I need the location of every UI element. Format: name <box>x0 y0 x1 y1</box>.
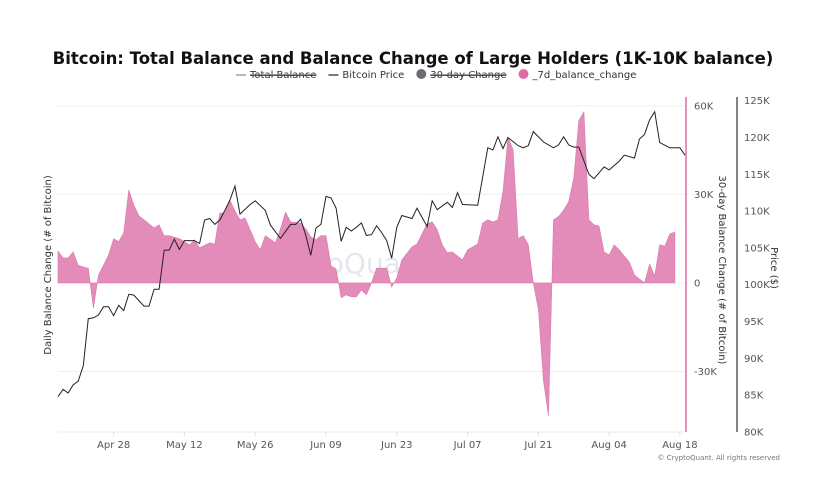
chart-title: Bitcoin: Total Balance and Balance Chang… <box>53 49 774 68</box>
legend-label: Total Balance <box>249 70 316 81</box>
right-axis-1-tick-label: 60K <box>694 101 714 112</box>
left-axis-label: Daily Balance Change (# of Bitcoin) <box>43 175 54 355</box>
right-axis-2-tick-label: 125K <box>744 96 770 107</box>
x-tick-label: Jun 09 <box>309 440 342 451</box>
right-axis-1-label: 30-day Balance Change (# of Bitcoin) <box>716 176 727 365</box>
right-axis-2-tick-label: 100K <box>744 280 770 291</box>
legend-item-3: _7d_balance_change <box>518 69 637 81</box>
plot-area <box>57 110 686 416</box>
right-axis-2-tick-label: 120K <box>744 133 770 144</box>
right-axis-2-label: Price ($) <box>768 247 779 289</box>
copyright: © CryptoQuant. All rights reserved <box>658 454 780 462</box>
x-tick-label: May 26 <box>237 440 274 451</box>
x-tick-label: Jul 21 <box>523 440 552 451</box>
x-tick-label: Aug 04 <box>591 440 626 451</box>
series-line-bitcoin-price <box>57 110 686 397</box>
legend-item-2: 30-day Change <box>416 69 507 81</box>
x-tick-label: Jul 07 <box>453 440 482 451</box>
right-axis-1-tick-label: 30K <box>694 190 714 201</box>
right-axis-1-tick-label: -30K <box>694 367 717 378</box>
right-axis-2-tick-label: 90K <box>744 354 764 365</box>
right-axis-2-tick-label: 95K <box>744 317 764 328</box>
legend-dot-icon <box>416 69 427 79</box>
right-axis-2-tick-label: 105K <box>744 243 770 254</box>
series-area-7d-balance-change <box>57 110 676 416</box>
right-axis-2-tick-label: 115K <box>744 170 770 181</box>
legend-dot-icon <box>518 69 529 79</box>
legend-label: _7d_balance_change <box>532 70 637 81</box>
x-tick-label: Jun 23 <box>380 440 413 451</box>
legend-item-1: Bitcoin Price <box>328 70 404 81</box>
x-tick-label: Aug 18 <box>662 440 697 451</box>
right-axis-1-tick-label: 0 <box>694 278 700 289</box>
right-axis-2-tick-label: 110K <box>744 207 770 218</box>
axes: Apr 28 May 12 May 26 Jun 09 Jun 23 Jul 07 Jul … <box>58 96 770 451</box>
x-tick-label: Apr 28 <box>97 440 130 451</box>
legend: Total Balance Bitcoin Price 30-day Change _… <box>236 69 636 81</box>
right-axis-2-tick-label: 80K <box>744 428 764 439</box>
x-tick-label: May 12 <box>166 440 203 451</box>
legend-label: 30-day Change <box>430 70 506 81</box>
legend-label: Bitcoin Price <box>342 70 404 81</box>
legend-item-0: Total Balance <box>236 70 317 81</box>
right-axis-2-tick-label: 85K <box>744 391 764 402</box>
